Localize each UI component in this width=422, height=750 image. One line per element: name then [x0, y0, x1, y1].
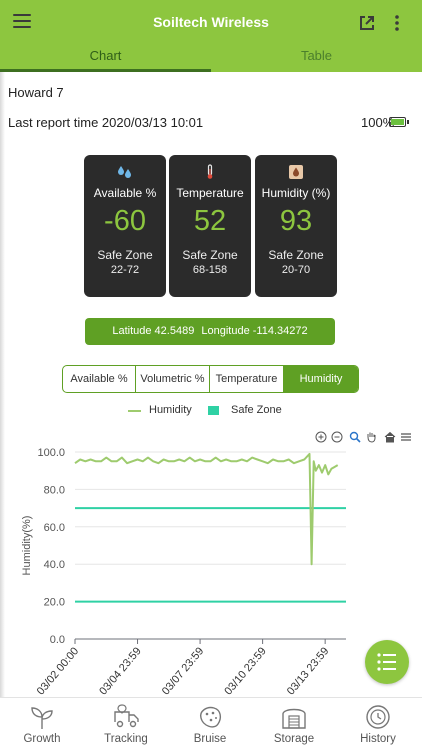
- temperature-value: 52: [193, 205, 227, 237]
- history-clock-icon: [366, 705, 390, 729]
- nav-growth-label: Growth: [23, 733, 61, 745]
- temperature-safe-label: Safe Zone: [182, 248, 238, 262]
- nav-history[interactable]: History: [336, 698, 420, 750]
- battery-level: 100%: [361, 115, 395, 130]
- segment-temperature[interactable]: Temperature: [210, 366, 284, 392]
- water-drops-icon: [118, 166, 131, 178]
- x-tick-label: 03/04 23:59: [97, 645, 144, 697]
- metric-selector: Available % Volumetric % Temperature Hum…: [62, 365, 359, 393]
- tab-chart-label: Chart: [89, 48, 122, 63]
- available-card: Available % -60 Safe Zone 22-72: [84, 155, 166, 297]
- temperature-safe-range: 68-158: [192, 264, 228, 276]
- app-bar: Soiltech Wireless: [0, 0, 422, 46]
- segment-available[interactable]: Available %: [63, 366, 136, 392]
- humidity-series-line: [74, 452, 339, 566]
- y-tick-label: 0.0: [50, 634, 65, 646]
- nav-storage[interactable]: Storage: [252, 698, 336, 750]
- home-reset-icon[interactable]: [384, 431, 396, 443]
- nav-tracking-label: Tracking: [104, 733, 148, 745]
- bottom-navigation: Growth Tracking Bruise Storage: [0, 697, 422, 750]
- truck-icon: [114, 704, 139, 728]
- last-report-time: Last report time 2020/03/13 10:01: [8, 115, 204, 130]
- y-axis-label: Humidity(%): [21, 516, 33, 576]
- legend-humidity-label: Humidity: [149, 404, 192, 416]
- more-options-icon[interactable]: [392, 14, 402, 32]
- y-tick-label: 60.0: [44, 522, 65, 534]
- zoom-in-icon[interactable]: [315, 431, 327, 443]
- tab-table-label: Table: [300, 48, 333, 63]
- nav-growth[interactable]: Growth: [0, 698, 84, 750]
- y-tick-label: 100.0: [37, 447, 65, 459]
- legend-safe-zone-swatch: [208, 406, 219, 415]
- x-tick-label: 03/10 23:59: [222, 645, 269, 697]
- legend-humidity[interactable]: Humidity: [128, 404, 192, 416]
- x-tick-label: 03/02 00:00: [35, 645, 82, 697]
- tab-table[interactable]: Table: [211, 46, 422, 72]
- list-menu-button[interactable]: [365, 640, 409, 684]
- active-tab-indicator: [0, 69, 211, 72]
- thermometer-icon: [207, 164, 213, 179]
- humidity-chart: 100.0 80.0 60.0 40.0 20.0 0.0 Humidity(%) 03/02…: [21, 447, 346, 697]
- location-bar[interactable]: Latitude 42.5489 Longitude -114.34272: [85, 318, 335, 345]
- humidity-card: Humidity (%) 93 Safe Zone 20-70: [255, 155, 337, 297]
- tab-bar: Chart Table: [0, 46, 422, 72]
- legend-humidity-swatch: [128, 410, 141, 412]
- humidity-label: Humidity (%): [261, 186, 331, 200]
- nav-bruise-label: Bruise: [193, 733, 227, 745]
- legend-safe-zone-label: Safe Zone: [231, 404, 282, 416]
- available-value: -60: [104, 205, 146, 237]
- tab-chart[interactable]: Chart: [0, 46, 211, 72]
- nav-tracking[interactable]: Tracking: [84, 698, 168, 750]
- segment-humidity[interactable]: Humidity: [284, 366, 358, 392]
- y-tick-label: 20.0: [44, 597, 65, 609]
- app-title: Soiltech Wireless: [153, 14, 269, 30]
- humidity-safe-label: Safe Zone: [268, 248, 324, 262]
- hamburger-menu-icon[interactable]: [13, 14, 31, 30]
- magnifier-zoom-icon[interactable]: [349, 431, 361, 443]
- available-safe-label: Safe Zone: [97, 248, 153, 262]
- temperature-label: Temperature: [176, 186, 244, 200]
- list-icon: [377, 653, 396, 671]
- humidity-safe-range: 20-70: [281, 264, 311, 276]
- pan-hand-icon[interactable]: [365, 431, 377, 443]
- latitude-text: Latitude 42.5489: [112, 325, 195, 337]
- chart-menu-icon[interactable]: [400, 431, 412, 443]
- y-tick-label: 80.0: [44, 484, 65, 496]
- temperature-card: Temperature 52 Safe Zone 68-158: [169, 155, 251, 297]
- humidity-value: 93: [279, 205, 313, 237]
- sprout-icon: [31, 707, 53, 729]
- humidity-icon: [289, 165, 303, 179]
- y-tick-label: 40.0: [44, 559, 65, 571]
- segment-volumetric[interactable]: Volumetric %: [136, 366, 210, 392]
- zoom-out-icon[interactable]: [331, 431, 343, 443]
- available-safe-range: 22-72: [110, 264, 140, 276]
- storage-barn-icon: [282, 708, 306, 729]
- legend-safe-zone[interactable]: Safe Zone: [208, 404, 282, 416]
- nav-bruise[interactable]: Bruise: [168, 698, 252, 750]
- nav-storage-label: Storage: [273, 733, 315, 745]
- longitude-text: Longitude -114.34272: [201, 325, 308, 337]
- potato-icon: [200, 706, 222, 728]
- nav-history-label: History: [360, 733, 396, 745]
- available-label: Available %: [93, 186, 157, 200]
- x-tick-label: 03/13 23:59: [285, 645, 332, 697]
- battery-icon: [389, 117, 409, 127]
- x-tick-label: 03/07 23:59: [160, 645, 207, 697]
- share-icon[interactable]: [358, 14, 376, 32]
- drawer-edge-shadow: [0, 72, 5, 697]
- device-name: Howard 7: [8, 85, 64, 100]
